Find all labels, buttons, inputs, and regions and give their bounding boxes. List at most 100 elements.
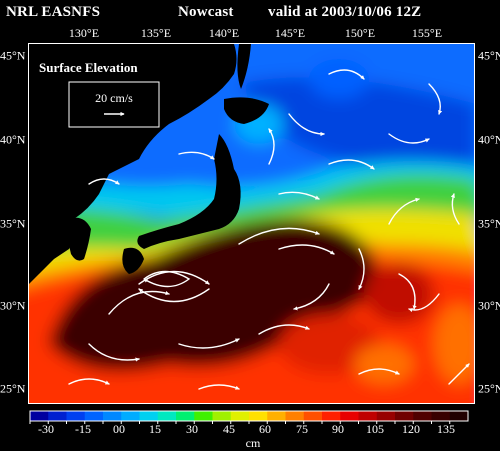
colorbar-tick-label: 120 [402, 422, 420, 436]
colorbar-cell [48, 411, 67, 421]
sea-surface-elevation-map: Surface Elevation 20 cm/s [28, 43, 475, 404]
current-vector [328, 159, 375, 170]
colorbar-cell [267, 411, 286, 421]
current-vector [293, 283, 330, 311]
colorbar-cell [30, 411, 49, 421]
colorbar-tick-label: 15 [149, 422, 161, 436]
lon-label-150: 150°E [344, 26, 376, 40]
current-vector [278, 191, 320, 200]
colorbar-cell [176, 411, 195, 421]
colorbar-cell [340, 411, 359, 421]
map-canvas: Surface Elevation 20 cm/s [29, 44, 474, 403]
current-vector [388, 133, 430, 144]
colorbar-cell [395, 411, 414, 421]
colorbar-cell [194, 411, 213, 421]
lat-label-45-right: 45°N [478, 48, 500, 63]
japan-kyushu [122, 247, 144, 274]
lat-label-30-left: 30°N [0, 298, 26, 313]
colorbar-cell [103, 411, 122, 421]
lat-label-45-left: 45°N [0, 48, 26, 63]
warm-eddy-east [364, 264, 434, 324]
current-vector [238, 227, 320, 245]
colorbar-cell [358, 411, 378, 421]
colorbar-tick-label: 75 [296, 422, 308, 436]
current-vector [68, 378, 110, 385]
colorbar-cell [139, 411, 159, 421]
current-vector [448, 363, 470, 385]
current-vector [258, 324, 310, 335]
current-vector [428, 83, 443, 115]
colorbar-tick-label: 135 [437, 422, 455, 436]
colorbar-cell [230, 411, 250, 421]
lat-label-35-left: 35°N [0, 216, 26, 231]
colorbar-cell [212, 411, 232, 421]
colorbar-tick-label: 105 [366, 422, 384, 436]
current-vector [450, 193, 460, 225]
colorbar-cells [29, 411, 469, 424]
japan-honshu [137, 134, 241, 249]
current-vector [408, 293, 440, 313]
colorbar-cell [66, 411, 86, 421]
orange-patch-south [354, 344, 414, 384]
current-vector [88, 343, 140, 362]
colorbar-unit: cm [245, 436, 261, 450]
colorbar-cell [322, 411, 341, 421]
colorbar-tick-label: 45 [223, 422, 235, 436]
current-vector [398, 273, 417, 310]
colorbar-cell [413, 411, 432, 421]
current-vector [288, 113, 325, 137]
korean-peninsula [68, 217, 91, 261]
header-source: NRL EASNFS [6, 4, 101, 20]
lat-label-25-left: 25°N [0, 381, 26, 396]
current-vector [88, 178, 120, 185]
colorbar-cell [376, 411, 396, 421]
lat-label-40-right: 40°N [478, 132, 500, 147]
current-vector [198, 384, 240, 390]
lat-label-35-right: 35°N [478, 216, 500, 231]
cold-eddy-okhotsk [309, 59, 369, 99]
current-vector [358, 368, 400, 375]
colorbar-frame [29, 410, 469, 422]
lon-label-145: 145°E [274, 26, 306, 40]
warm-eddy-south [279, 314, 379, 374]
colorbar-tick-label: -15 [75, 422, 91, 436]
lat-label-25-right: 25°N [478, 381, 500, 396]
current-vector [178, 338, 240, 349]
lon-label-135: 135°E [140, 26, 172, 40]
current-vector [278, 244, 335, 255]
colorbar-cell [285, 411, 305, 421]
colorbar-tick-label: 00 [113, 422, 125, 436]
lon-label-140: 140°E [208, 26, 240, 40]
current-vector [358, 248, 365, 290]
sakhalin-island [237, 44, 251, 89]
current-vector [178, 151, 215, 160]
current-vector [268, 128, 275, 165]
current-vector [108, 290, 170, 315]
legend-scale-box [68, 81, 160, 128]
lon-label-130: 130°E [68, 26, 100, 40]
current-vector [138, 270, 210, 285]
colorbar-tick-label: 30 [186, 422, 198, 436]
legend-box: Surface Elevation 20 cm/s [39, 60, 160, 128]
header-product: Nowcast [178, 4, 234, 20]
colorbar-cell [303, 411, 323, 421]
lon-label-155: 155°E [411, 26, 443, 40]
header-valid-time: valid at 2003/10/06 12Z [268, 4, 422, 20]
colorbar-cell [84, 411, 104, 421]
current-vector [143, 270, 191, 288]
lat-label-30-right: 30°N [478, 298, 500, 313]
current-vector [138, 288, 210, 303]
colorbar-cell [431, 411, 451, 421]
legend-scale-label: 20 cm/s [95, 91, 133, 105]
orange-patch-east [434, 304, 474, 384]
colorbar-tick-label: 90 [332, 422, 344, 436]
current-vector [328, 69, 365, 80]
current-vectors [68, 69, 470, 390]
colorbar [29, 410, 469, 424]
colorbar-cell [249, 411, 268, 421]
colorbar-cell [449, 411, 469, 421]
lat-label-40-left: 40°N [0, 132, 26, 147]
colorbar-cell [121, 411, 140, 421]
colorbar-cell [157, 411, 177, 421]
deep-blue-region [239, 77, 474, 187]
